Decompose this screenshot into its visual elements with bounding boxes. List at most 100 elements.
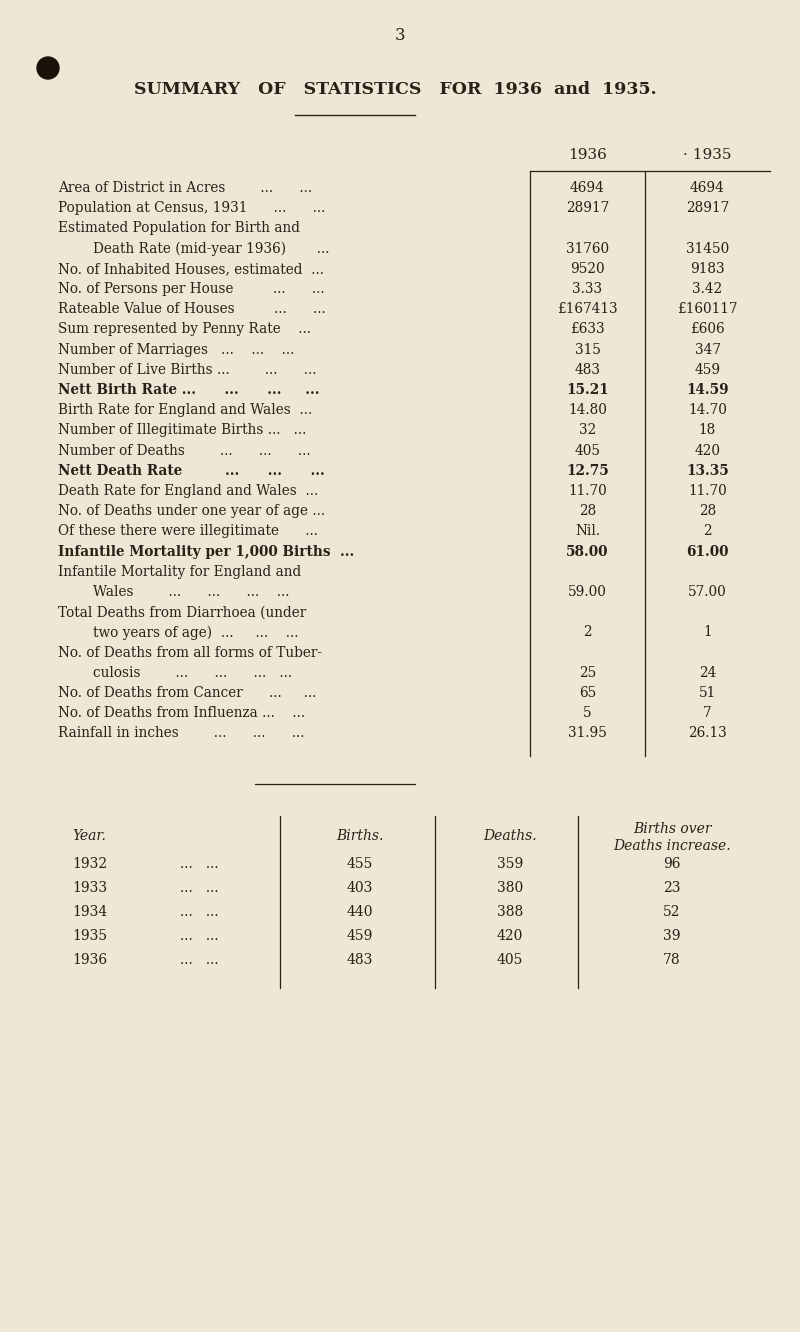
Text: 31450: 31450 [686, 241, 729, 256]
Text: · 1935: · 1935 [683, 148, 732, 163]
Text: No. of Deaths under one year of age ...: No. of Deaths under one year of age ... [58, 505, 325, 518]
Circle shape [37, 57, 59, 79]
Text: 31760: 31760 [566, 241, 609, 256]
Text: 459: 459 [347, 928, 373, 943]
Text: Infantile Mortality per 1,000 Births  ...: Infantile Mortality per 1,000 Births ... [58, 545, 354, 558]
Text: 14.59: 14.59 [686, 384, 729, 397]
Text: 483: 483 [347, 952, 373, 967]
Text: Year.: Year. [72, 829, 106, 843]
Text: 31.95: 31.95 [568, 726, 607, 741]
Text: 1933: 1933 [72, 880, 107, 895]
Text: Births.: Births. [336, 829, 384, 843]
Text: 5: 5 [583, 706, 592, 721]
Text: 14.70: 14.70 [688, 404, 727, 417]
Text: 9183: 9183 [690, 262, 725, 276]
Text: 39: 39 [663, 928, 681, 943]
Text: 28917: 28917 [686, 201, 729, 216]
Text: 1936: 1936 [72, 952, 107, 967]
Text: 57.00: 57.00 [688, 585, 727, 599]
Text: 1935: 1935 [72, 928, 107, 943]
Text: 15.21: 15.21 [566, 384, 609, 397]
Text: 483: 483 [574, 362, 601, 377]
Text: 24: 24 [699, 666, 716, 679]
Text: 380: 380 [497, 880, 523, 895]
Text: Nil.: Nil. [575, 525, 600, 538]
Text: 32: 32 [579, 424, 596, 437]
Text: 1: 1 [703, 626, 712, 639]
Text: 28917: 28917 [566, 201, 609, 216]
Text: 403: 403 [347, 880, 373, 895]
Text: Deaths increase.: Deaths increase. [613, 839, 731, 852]
Text: Death Rate for England and Wales  ...: Death Rate for England and Wales ... [58, 484, 318, 498]
Text: 315: 315 [574, 342, 601, 357]
Text: No. of Deaths from Influenza ...    ...: No. of Deaths from Influenza ... ... [58, 706, 305, 721]
Text: SUMMARY   OF   STATISTICS   FOR  1936  and  1935.: SUMMARY OF STATISTICS FOR 1936 and 1935. [134, 81, 656, 99]
Text: 405: 405 [497, 952, 523, 967]
Text: 59.00: 59.00 [568, 585, 607, 599]
Text: 4694: 4694 [690, 181, 725, 194]
Text: 3.42: 3.42 [692, 282, 722, 296]
Text: 78: 78 [663, 952, 681, 967]
Text: Estimated Population for Birth and: Estimated Population for Birth and [58, 221, 300, 236]
Text: 420: 420 [694, 444, 721, 458]
Text: Sum represented by Penny Rate    ...: Sum represented by Penny Rate ... [58, 322, 311, 337]
Text: 25: 25 [579, 666, 596, 679]
Text: Area of District in Acres        ...      ...: Area of District in Acres ... ... [58, 181, 312, 194]
Text: 459: 459 [694, 362, 721, 377]
Text: 388: 388 [497, 904, 523, 919]
Text: Rainfall in inches        ...      ...      ...: Rainfall in inches ... ... ... [58, 726, 305, 741]
Text: 18: 18 [699, 424, 716, 437]
Text: 1936: 1936 [568, 148, 607, 163]
Text: Total Deaths from Diarrhoea (under: Total Deaths from Diarrhoea (under [58, 605, 306, 619]
Text: ...   ...: ... ... [180, 856, 218, 871]
Text: ...   ...: ... ... [180, 880, 218, 895]
Text: 11.70: 11.70 [568, 484, 607, 498]
Text: Number of Marriages   ...    ...    ...: Number of Marriages ... ... ... [58, 342, 294, 357]
Text: Infantile Mortality for England and: Infantile Mortality for England and [58, 565, 302, 579]
Text: ...   ...: ... ... [180, 904, 218, 919]
Text: 11.70: 11.70 [688, 484, 727, 498]
Text: 65: 65 [579, 686, 596, 701]
Text: £160117: £160117 [678, 302, 738, 316]
Text: Of these there were illegitimate      ...: Of these there were illegitimate ... [58, 525, 318, 538]
Text: Death Rate (mid-year 1936)       ...: Death Rate (mid-year 1936) ... [58, 241, 330, 256]
Text: ...   ...: ... ... [180, 928, 218, 943]
Text: Nett Death Rate         ...      ...      ...: Nett Death Rate ... ... ... [58, 464, 325, 478]
Text: 26.13: 26.13 [688, 726, 727, 741]
Text: £633: £633 [570, 322, 605, 337]
Text: 58.00: 58.00 [566, 545, 609, 558]
Text: Deaths.: Deaths. [483, 829, 537, 843]
Text: £167413: £167413 [557, 302, 618, 316]
Text: 13.35: 13.35 [686, 464, 729, 478]
Text: 14.80: 14.80 [568, 404, 607, 417]
Text: 9520: 9520 [570, 262, 605, 276]
Text: 51: 51 [699, 686, 716, 701]
Text: culosis        ...      ...      ...   ...: culosis ... ... ... ... [58, 666, 292, 679]
Text: No. of Inhabited Houses, estimated  ...: No. of Inhabited Houses, estimated ... [58, 262, 324, 276]
Text: 3.33: 3.33 [573, 282, 602, 296]
Text: 455: 455 [347, 856, 373, 871]
Text: Wales        ...      ...      ...    ...: Wales ... ... ... ... [58, 585, 290, 599]
Text: 4694: 4694 [570, 181, 605, 194]
Text: Population at Census, 1931      ...      ...: Population at Census, 1931 ... ... [58, 201, 326, 216]
Text: Rateable Value of Houses         ...      ...: Rateable Value of Houses ... ... [58, 302, 326, 316]
Text: two years of age)  ...     ...    ...: two years of age) ... ... ... [58, 625, 298, 639]
Text: 28: 28 [579, 505, 596, 518]
Text: 28: 28 [699, 505, 716, 518]
Text: ...   ...: ... ... [180, 952, 218, 967]
Text: 359: 359 [497, 856, 523, 871]
Text: 405: 405 [574, 444, 601, 458]
Text: Birth Rate for England and Wales  ...: Birth Rate for England and Wales ... [58, 404, 312, 417]
Text: 1932: 1932 [72, 856, 107, 871]
Text: 23: 23 [663, 880, 681, 895]
Text: Number of Illegitimate Births ...   ...: Number of Illegitimate Births ... ... [58, 424, 306, 437]
Text: 347: 347 [694, 342, 721, 357]
Text: 420: 420 [497, 928, 523, 943]
Text: No. of Deaths from Cancer      ...     ...: No. of Deaths from Cancer ... ... [58, 686, 316, 701]
Text: 440: 440 [346, 904, 374, 919]
Text: Number of Live Births ...        ...      ...: Number of Live Births ... ... ... [58, 362, 317, 377]
Text: 1934: 1934 [72, 904, 107, 919]
Text: 7: 7 [703, 706, 712, 721]
Text: 52: 52 [663, 904, 681, 919]
Text: 2: 2 [583, 626, 592, 639]
